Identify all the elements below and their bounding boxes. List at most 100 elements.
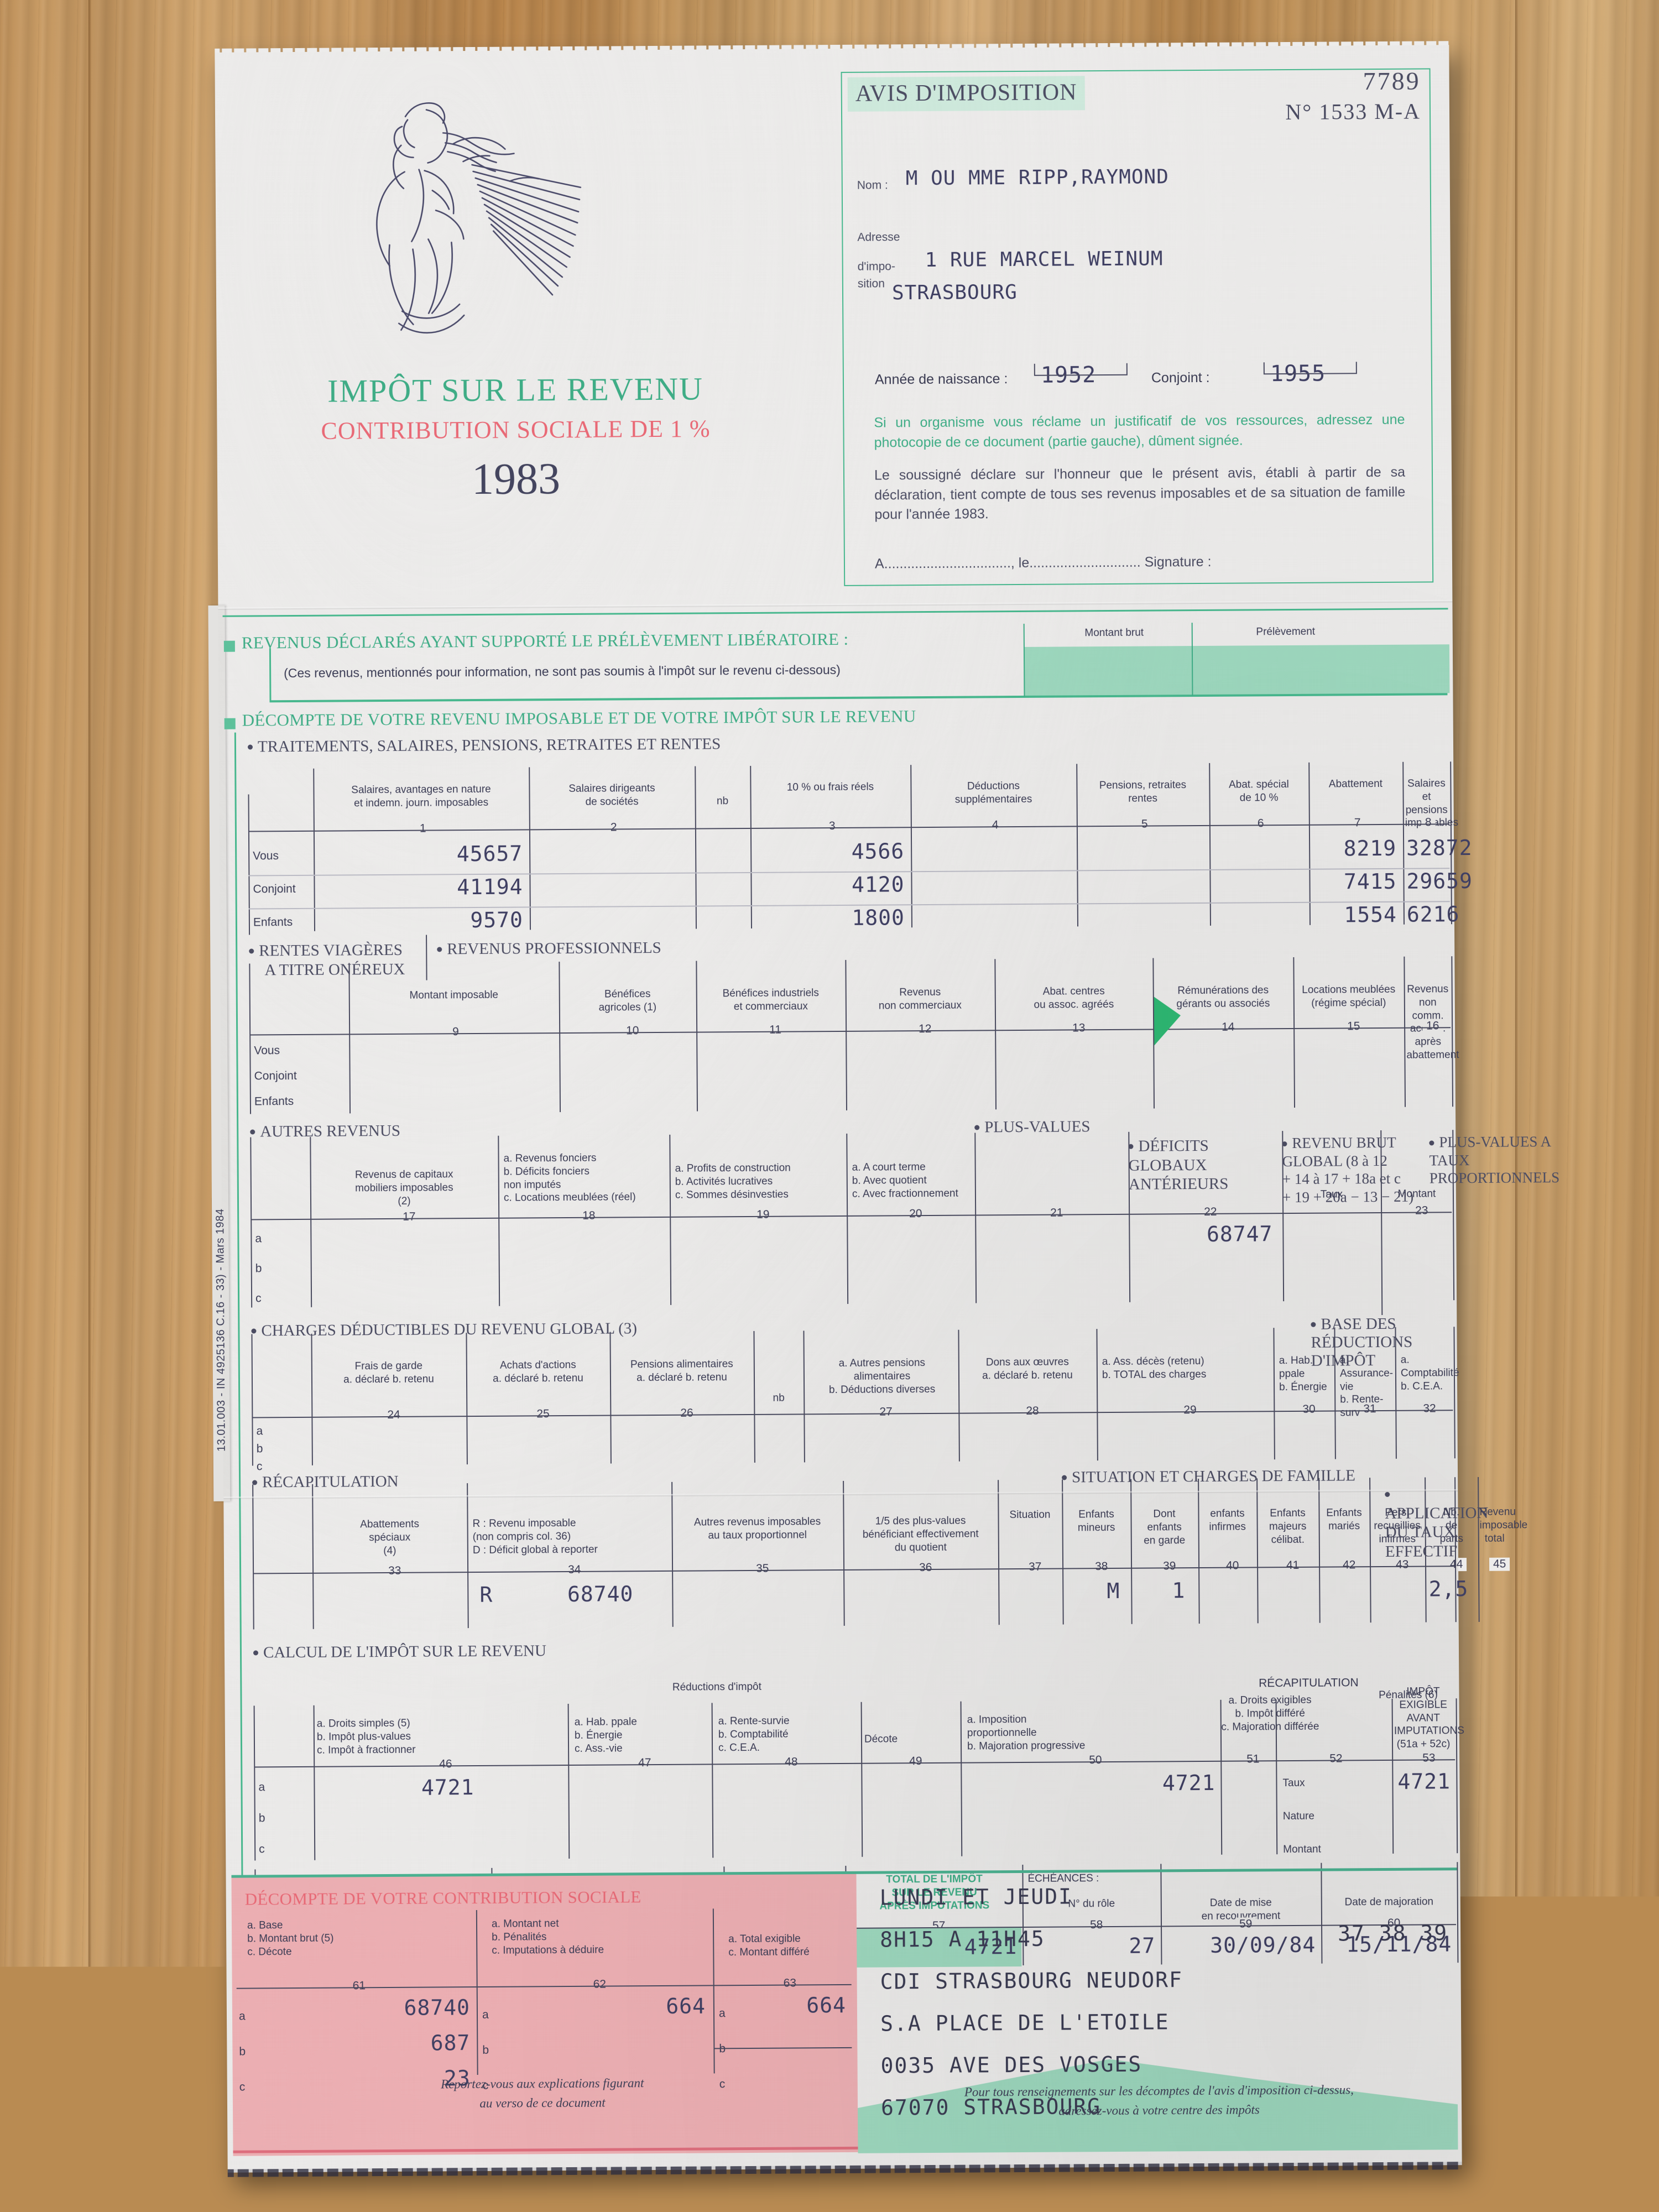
green-notice-text: Si un organisme vous réclame un justific… [874, 410, 1405, 453]
column-header: Dont enfants en garde [1132, 1507, 1196, 1547]
column-number: 39 [1159, 1559, 1180, 1573]
green-arrow-marker-icon [1153, 997, 1185, 1046]
penalty-row-label: Nature [1283, 1809, 1366, 1823]
column-header: R : Revenu imposable (non compris col. 3… [473, 1516, 669, 1557]
column-header: a. Droits exigibles b. Impôt différé c. … [1220, 1694, 1319, 1734]
column-number: 36 [915, 1561, 936, 1574]
autres-revenus-title: AUTRES REVENUS [250, 1122, 400, 1141]
column-number: 50 [1085, 1754, 1106, 1767]
column-header: Revenus non commerciaux [848, 985, 993, 1013]
row-label: Conjoint [254, 1070, 297, 1083]
deficits-globaux-title: DÉFICITS GLOBAUX ANTÉRIEURS [1128, 1117, 1228, 1194]
column-number: 18 [578, 1209, 599, 1223]
column-number: 1 [416, 822, 430, 836]
column-header: a. Imposition proportionnelle b. Majorat… [967, 1712, 1217, 1753]
column-header: Revenu imposable total [1479, 1506, 1509, 1546]
salaires-cell-c1: 45657 [317, 841, 523, 867]
column-header: a. Profits de construction b. Activités … [675, 1161, 844, 1202]
salaires-cell-c1: 41194 [317, 874, 523, 900]
contribution-base-value: 687 [260, 2031, 470, 2056]
column-number: 53 [1418, 1751, 1439, 1765]
column-header: Frais de garde a. déclaré b. retenu [314, 1359, 464, 1386]
column-number: 3 [825, 820, 839, 833]
salaires-cell-c8: 6216 [1407, 902, 1444, 926]
column-number: 28 [1022, 1405, 1043, 1418]
row-label: a [258, 1781, 265, 1794]
contribution-column-header: a. Montant net b. Pénalités c. Imputatio… [492, 1916, 706, 1957]
column-header: Décote [864, 1733, 957, 1746]
contribution-row-label: a [719, 2007, 726, 2020]
column-number: 21 [1046, 1206, 1067, 1219]
column-header: Locations meublées (régime spécial) [1296, 983, 1402, 1010]
column-header: Abattements spéciaux (4) [314, 1517, 466, 1558]
address-label-3: sition [858, 277, 885, 290]
column-header: Dons aux œuvres a. déclaré b. retenu [961, 1355, 1094, 1383]
column-number: 10 [622, 1024, 643, 1037]
revenu-imposable-value: 68740 [517, 1582, 633, 1606]
plus-values-title: PLUS-VALUES [974, 1118, 1090, 1136]
column-number: 27 [875, 1405, 896, 1418]
prelevement-band-title: REVENUS DÉCLARÉS AYANT SUPPORTÉ LE PRÉLÈ… [224, 629, 849, 653]
spouse-label: Conjoint : [1151, 370, 1210, 387]
column-number: 22 [1200, 1206, 1221, 1219]
row-label: Enfants [253, 916, 293, 929]
salaires-cell-c7: 7415 [1312, 869, 1396, 894]
column-header: Pensions, retraites rentes [1078, 779, 1207, 806]
salaires-cell-c8: 29659 [1406, 869, 1444, 893]
column-number: 7 [1350, 816, 1365, 830]
row-label: a [256, 1425, 263, 1438]
droits-simples-value: 4721 [319, 1775, 474, 1801]
column-number: 34 [564, 1563, 585, 1577]
column-number: 2 [607, 821, 621, 834]
column-number: 20 [905, 1207, 926, 1220]
column-number: 35 [752, 1562, 773, 1575]
penalty-row-label: Montant [1283, 1843, 1366, 1856]
situation-famille-title: SITUATION ET CHARGES DE FAMILLE [1062, 1467, 1355, 1486]
contribution-column-header: a. Base b. Montant brut (5) c. Décote [247, 1918, 469, 1959]
droits-exigibles-value: 4721 [1132, 1771, 1215, 1796]
column-header: a. Hab. ppale b. Énergie [1279, 1354, 1331, 1394]
impot-exigible-value: 4721 [1397, 1769, 1443, 1794]
situation-value: M [1059, 1579, 1120, 1604]
column-header: Taux [1286, 1188, 1378, 1202]
echeances-title: ÉCHÉANCES : [1027, 1871, 1193, 1886]
column-header: Salaires, avantages en nature et indemn.… [315, 782, 526, 810]
column-header: Situation [999, 1509, 1060, 1522]
row-label: b [255, 1262, 262, 1275]
numero-role-value: 27 [1028, 1934, 1155, 1959]
column-number: 45 [1489, 1558, 1510, 1571]
recapitulation-title: RÉCAPITULATION [252, 1473, 399, 1492]
taxpayer-name: M OU MME RIPP,RAYMOND [906, 165, 1169, 190]
signature-line: A................................., le..… [875, 553, 1406, 572]
column-number: 46 [435, 1757, 456, 1771]
page-subtitle-social-contribution: CONTRIBUTION SOCIALE DE 1 % [217, 414, 814, 446]
column-number: 29 [1180, 1404, 1201, 1417]
column-number: 63 [780, 1976, 801, 1990]
column-number: 58 [1086, 1918, 1107, 1932]
nb-parts-value: 2,5 [1422, 1577, 1468, 1601]
column-header: Abat. centres ou assoc. agréés [997, 985, 1151, 1012]
column-header: Bénéfices agricoles (1) [561, 988, 694, 1015]
salaires-cell-c3: 4566 [754, 839, 904, 864]
column-header: a. Ass. décès (retenu) b. TOTAL des char… [1102, 1354, 1270, 1381]
column-number: 41 [1282, 1559, 1303, 1572]
column-number: 15 [1343, 1020, 1364, 1033]
enfants-mineurs-value: 1 [1128, 1578, 1185, 1603]
column-header: Bénéfices industriels et commerciaux [698, 987, 843, 1014]
column-number: 48 [781, 1755, 802, 1768]
column-number: 5 [1138, 818, 1152, 831]
column-header: Salaires dirigeants de sociétés [531, 782, 692, 809]
form-number-top: 7789 [1255, 66, 1421, 97]
contribution-base-value: 68740 [260, 1995, 470, 2021]
revenus-professionnels-title: REVENUS PROFESSIONNELS [437, 939, 661, 958]
column-number: 62 [589, 1978, 611, 1991]
row-label: Vous [253, 849, 279, 863]
column-header: Revenus de capitaux mobiliers imposables… [312, 1168, 496, 1208]
row-label: c [255, 1292, 262, 1305]
col-montant-brut-header: Montant brut [1042, 626, 1186, 640]
column-header: a. Droits simples (5) b. Impôt plus-valu… [317, 1716, 565, 1757]
column-number: 51 [1243, 1752, 1264, 1766]
contribution-total-value: 664 [730, 1993, 846, 2018]
column-header: a. Revenus fonciers b. Déficits fonciers… [503, 1151, 667, 1205]
salaires-cell-c1: 9570 [317, 907, 523, 933]
